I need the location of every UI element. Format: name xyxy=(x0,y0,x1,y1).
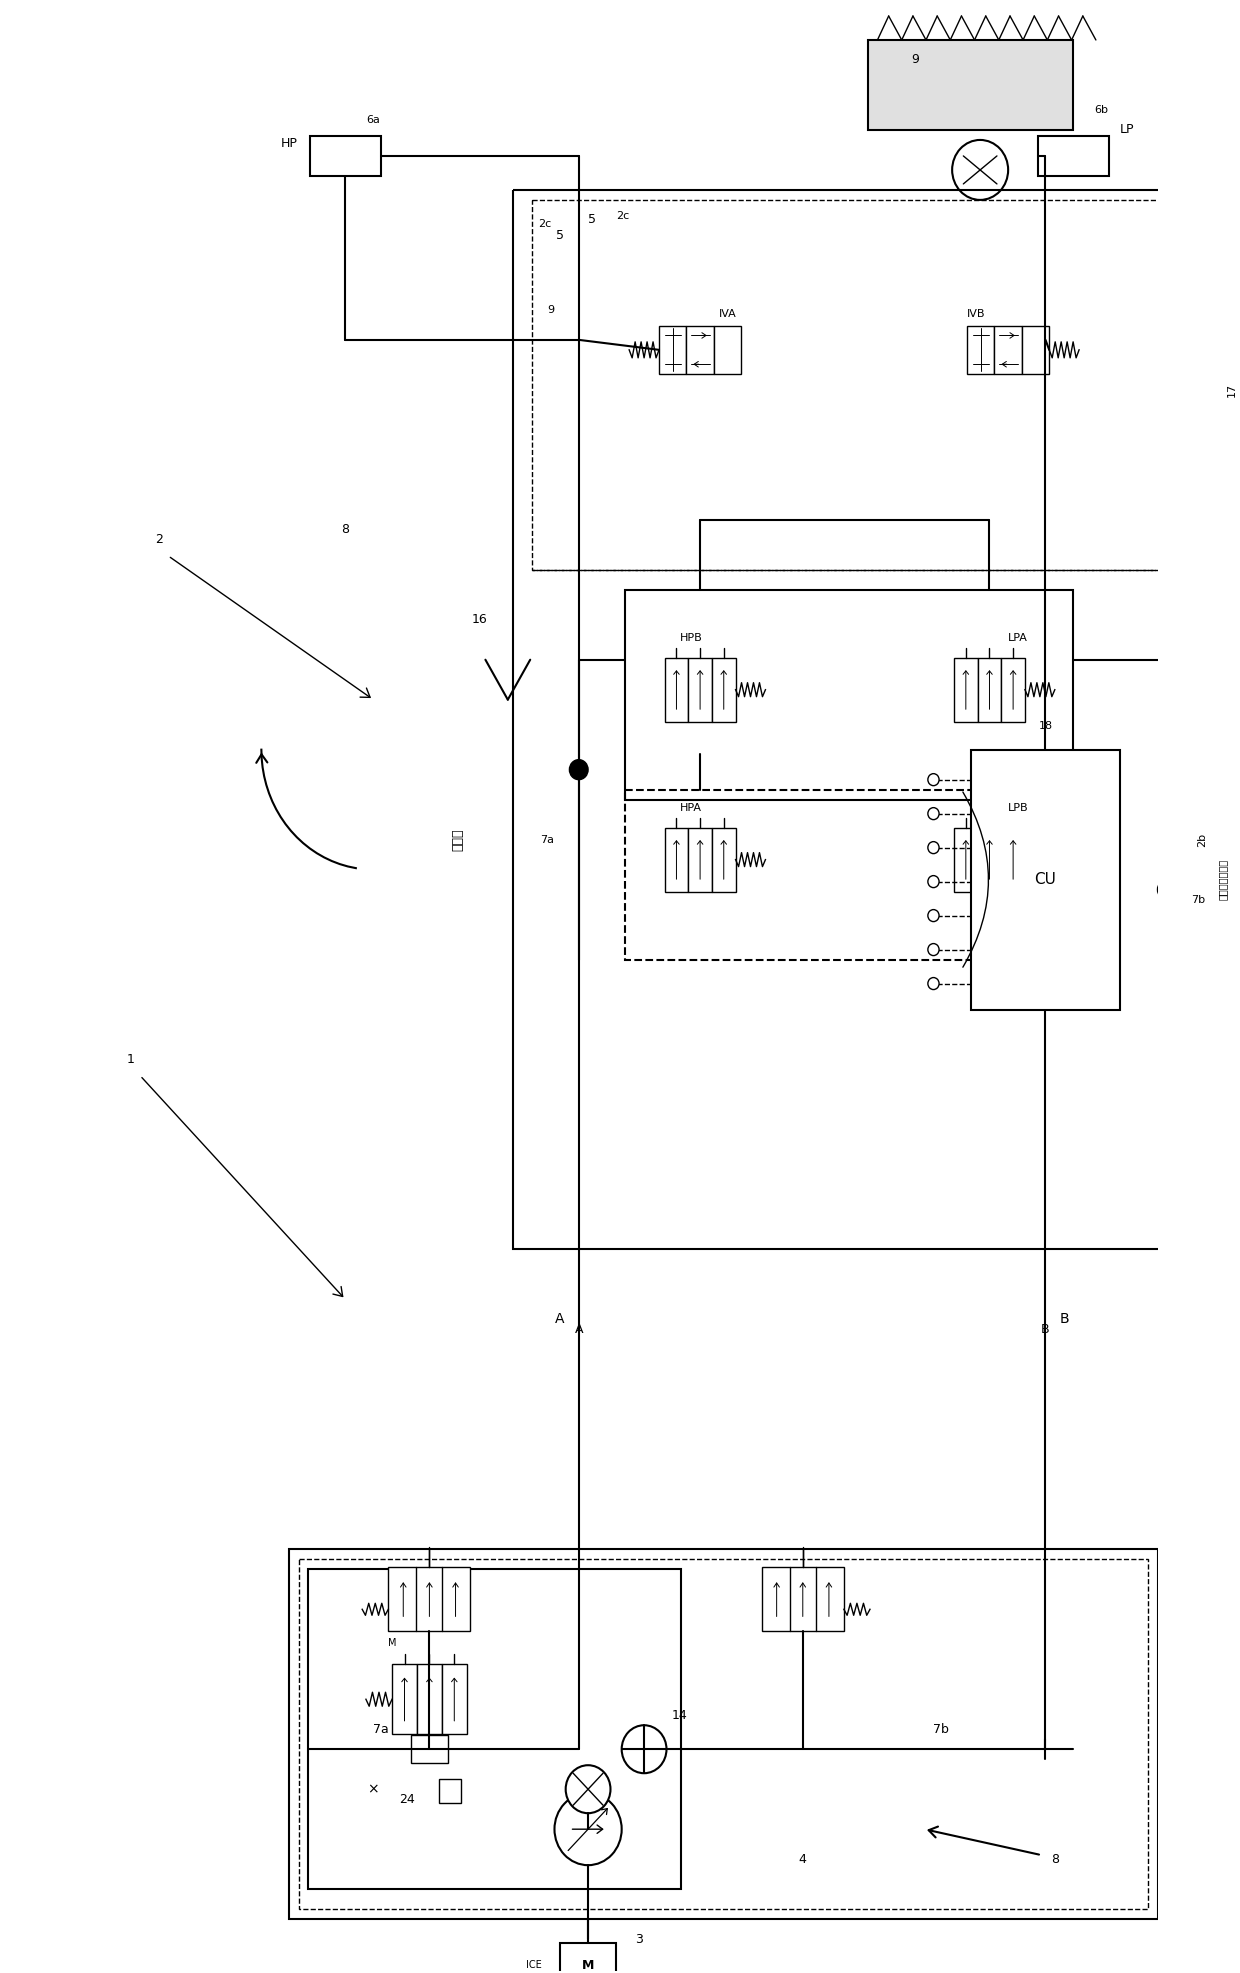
Text: 2: 2 xyxy=(155,533,162,547)
Bar xyxy=(625,789,1074,959)
Circle shape xyxy=(1157,880,1177,900)
Text: 16: 16 xyxy=(472,614,487,625)
Text: 5: 5 xyxy=(588,213,596,227)
Bar xyxy=(665,827,688,892)
Text: 8: 8 xyxy=(341,523,350,537)
Bar xyxy=(665,657,688,722)
Circle shape xyxy=(928,807,939,819)
Bar xyxy=(1038,136,1109,176)
Bar xyxy=(688,657,712,722)
Text: 7a: 7a xyxy=(373,1722,389,1736)
Circle shape xyxy=(928,876,939,888)
Text: 17: 17 xyxy=(1228,383,1238,397)
Text: A: A xyxy=(556,1312,565,1326)
Circle shape xyxy=(621,1724,666,1774)
Text: LP: LP xyxy=(1120,124,1135,136)
Bar xyxy=(513,189,1240,1249)
Polygon shape xyxy=(321,140,367,172)
Bar xyxy=(712,657,735,722)
Polygon shape xyxy=(1049,140,1095,172)
Text: 蓄能器连接部分: 蓄能器连接部分 xyxy=(1218,858,1228,900)
Bar xyxy=(994,326,1022,373)
Text: 1: 1 xyxy=(126,1054,135,1065)
Text: M: M xyxy=(388,1638,397,1647)
Bar xyxy=(712,827,735,892)
Bar xyxy=(417,1665,441,1734)
Bar xyxy=(977,827,1001,892)
Text: 7b: 7b xyxy=(934,1722,950,1736)
Text: B: B xyxy=(1059,1312,1069,1326)
Text: 14: 14 xyxy=(672,1709,688,1722)
Text: 2c: 2c xyxy=(616,211,630,221)
Bar xyxy=(954,657,977,722)
Text: HP: HP xyxy=(281,138,298,150)
Bar xyxy=(441,1665,466,1734)
Text: LPB: LPB xyxy=(1008,803,1029,813)
Text: 2b: 2b xyxy=(1198,833,1208,846)
Text: 4: 4 xyxy=(799,1853,807,1866)
Text: A: A xyxy=(574,1324,583,1336)
Text: 6b: 6b xyxy=(1095,105,1109,114)
Text: CU: CU xyxy=(1034,872,1056,888)
Bar xyxy=(688,827,712,892)
Text: 9: 9 xyxy=(547,306,554,316)
Bar xyxy=(625,590,1074,799)
Text: HPB: HPB xyxy=(680,633,702,643)
Text: ICE: ICE xyxy=(526,1959,542,1971)
Bar xyxy=(1001,827,1025,892)
Circle shape xyxy=(952,140,1008,199)
Text: HPA: HPA xyxy=(680,803,702,813)
Bar xyxy=(868,39,1074,130)
Circle shape xyxy=(569,760,588,779)
Bar xyxy=(1001,657,1025,722)
Bar xyxy=(761,1567,844,1632)
Bar xyxy=(967,326,994,373)
Text: IVB: IVB xyxy=(967,310,986,320)
Bar xyxy=(532,199,1240,570)
Text: 7b: 7b xyxy=(1192,894,1205,904)
Text: LPA: LPA xyxy=(1008,633,1028,643)
Bar xyxy=(977,657,1001,722)
Text: 9: 9 xyxy=(911,53,919,67)
Text: IVA: IVA xyxy=(719,310,737,320)
Text: 8: 8 xyxy=(1050,1853,1059,1866)
Text: 3: 3 xyxy=(635,1934,642,1945)
Text: 2c: 2c xyxy=(538,219,552,229)
Text: 24: 24 xyxy=(399,1793,415,1805)
Bar xyxy=(658,326,687,373)
Text: 5: 5 xyxy=(556,229,564,243)
Circle shape xyxy=(565,1766,610,1813)
Circle shape xyxy=(554,1793,621,1864)
Circle shape xyxy=(928,773,939,785)
Bar xyxy=(310,136,381,176)
Bar xyxy=(687,326,714,373)
Bar xyxy=(560,1943,616,1973)
Bar xyxy=(392,1665,417,1734)
Bar xyxy=(439,1780,461,1803)
Circle shape xyxy=(928,943,939,955)
Text: 动力毂: 动力毂 xyxy=(451,829,464,850)
Bar xyxy=(954,827,977,892)
Text: 6a: 6a xyxy=(367,114,381,124)
Bar xyxy=(971,750,1120,1010)
Bar xyxy=(388,1567,470,1632)
Circle shape xyxy=(928,977,939,990)
Bar xyxy=(410,1734,448,1764)
Bar xyxy=(308,1569,682,1890)
Text: 7a: 7a xyxy=(541,835,554,844)
Bar xyxy=(289,1549,1157,1920)
Circle shape xyxy=(928,910,939,921)
Bar xyxy=(299,1559,1148,1910)
Text: M: M xyxy=(582,1959,594,1971)
Text: ×: × xyxy=(367,1782,379,1795)
Text: 18: 18 xyxy=(1038,720,1053,730)
Bar xyxy=(1022,326,1049,373)
Bar xyxy=(714,326,742,373)
Text: B: B xyxy=(1042,1324,1050,1336)
Circle shape xyxy=(928,842,939,854)
